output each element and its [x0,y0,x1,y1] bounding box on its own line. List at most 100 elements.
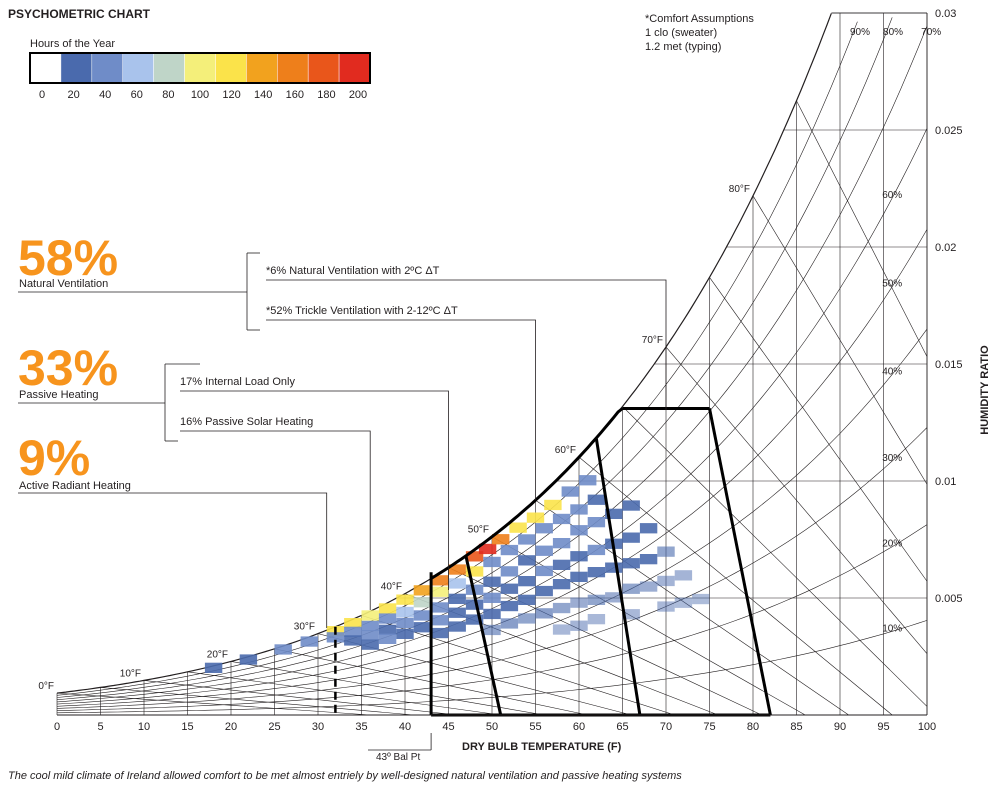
summary-percent: 33% [18,340,118,396]
wet-bulb-line [56,692,371,716]
heatmap-cell [396,606,414,618]
x-tick-label: 65 [616,721,628,733]
heatmap-cell [587,544,606,556]
leader-line [266,319,536,500]
heatmap-cell [639,554,658,565]
heatmap-cell [674,570,693,581]
rh-curve [56,21,858,696]
y-tick-label: 0.03 [935,8,956,20]
comfort-zone-boundaries [334,406,772,717]
heatmap-cell [431,615,449,626]
heatmap-cell [344,618,362,629]
heatmap-cell [605,592,623,603]
strategy-label: *52% Trickle Ventilation with 2-12ºC ΔT [266,305,458,317]
heatmap-cell [587,567,606,578]
legend-tick-label: 100 [191,89,209,101]
heatmap-cell [431,602,449,613]
x-tick-label: 25 [268,721,280,733]
heatmap-cell [431,575,449,586]
hours-legend: Hours of the Year 0 20 40 60 80 100 120 140 160 1… [29,38,371,101]
figure-caption: The cool mild climate of Ireland allowed… [8,770,682,782]
heatmap-cell [483,608,501,620]
legend-tick-label: 20 [67,89,79,101]
wet-bulb-line [230,661,545,716]
heatmap-cell [552,579,571,590]
heatmap-cell [535,565,553,577]
heatmap-cell [378,624,397,635]
comfort-note: 1.2 met (typing) [645,41,721,53]
heatmap-cell [483,624,501,636]
strategy-label: 17% Internal Load Only [180,376,295,388]
y-tick-label: 0.005 [935,593,963,605]
heatmap-cell [361,620,379,632]
rh-label: 40% [882,366,902,377]
x-tick-label: 70 [660,721,672,733]
legend-swatch [184,52,216,84]
legend-tick-label: 140 [254,89,272,101]
heatmap-cell [413,597,432,608]
y-tick-label: 0.01 [935,476,956,488]
wet-bulb-label: 40°F [381,582,402,593]
heatmap-cell [552,559,571,570]
wet-bulb-line [535,499,849,716]
legend-swatch [91,52,123,84]
heatmap-cell [448,593,466,604]
heatmap-cell [378,603,397,614]
heatmap-cell [657,546,675,557]
heatmap-cell [579,475,597,486]
heatmap-cell [465,551,484,562]
heatmap-cell [622,532,640,543]
x-tick-label: 50 [486,721,498,733]
heatmap-cell [605,562,623,573]
wet-bulb-label: 50°F [468,525,489,536]
heatmap-cell [378,633,397,644]
heatmap-cell [500,544,519,556]
legend-title: Hours of the Year [30,38,115,50]
wet-bulb-line [143,680,458,716]
wet-bulb-label: 60°F [555,445,576,456]
x-tick-label: 85 [790,721,802,733]
rh-label: 80% [883,27,903,38]
heatmap-cell [300,636,318,647]
x-tick-label: 80 [747,721,759,733]
heatmap-cell [396,628,414,639]
heatmap-cell [570,525,588,536]
legend-swatch [153,52,185,84]
wet-bulb-line [665,346,928,654]
balance-point-label: 43º Bal Pt [376,752,420,763]
rh-curve [56,427,928,709]
y-axis-title: HUMIDITY RATIO [979,345,991,435]
heatmap-cell [492,534,510,545]
heatmap-cell [657,575,675,587]
heatmap-cell [561,486,579,497]
heatmap-cell [587,614,606,625]
heatmap-cell [448,578,466,589]
zone-boundary-line [464,555,503,716]
heatmap-cell [622,500,640,511]
leader-line [18,492,328,628]
x-tick-label: 55 [529,721,541,733]
rh-label: 30% [882,453,902,464]
heatmap-cell [657,601,675,612]
heatmap-cell [500,583,519,594]
x-tick-label: 5 [97,721,103,733]
heatmap-cell [500,600,519,612]
summary-percent: 58% [18,230,118,286]
heatmap-cell [361,639,379,650]
legend-swatch [307,52,340,84]
heatmap-cell [518,555,536,566]
wet-bulb-label: 70°F [642,335,663,346]
wet-bulb-line [622,406,928,707]
rh-curve [56,25,928,700]
x-tick-label: 30 [312,721,324,733]
x-tick-label: 35 [355,721,367,733]
heatmap-cell [535,585,553,597]
wet-bulb-line [752,195,928,485]
summary-percent: 9% [18,430,90,486]
x-tick-label: 10 [138,721,150,733]
heatmap-cell [448,564,466,575]
heatmap-cell [622,609,640,620]
x-tick-label: 40 [399,721,411,733]
wet-bulb-line [578,456,893,716]
heatmap-cell [622,583,640,594]
